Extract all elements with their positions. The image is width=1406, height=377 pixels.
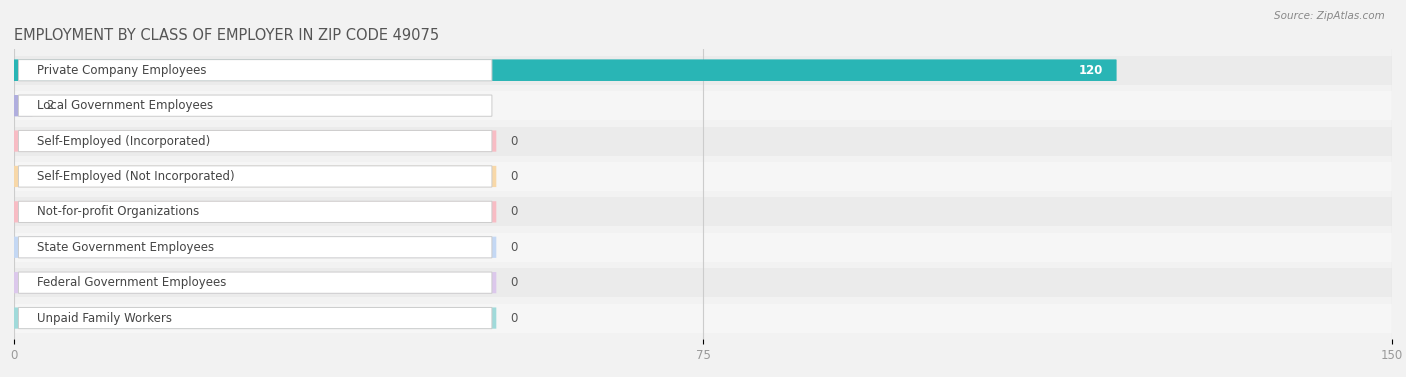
Text: Source: ZipAtlas.com: Source: ZipAtlas.com bbox=[1274, 11, 1385, 21]
Text: 0: 0 bbox=[510, 135, 517, 147]
FancyBboxPatch shape bbox=[4, 197, 1402, 226]
FancyBboxPatch shape bbox=[14, 307, 496, 329]
FancyBboxPatch shape bbox=[14, 272, 496, 293]
Text: Federal Government Employees: Federal Government Employees bbox=[37, 276, 226, 289]
FancyBboxPatch shape bbox=[14, 130, 496, 152]
FancyBboxPatch shape bbox=[18, 130, 492, 152]
Text: Not-for-profit Organizations: Not-for-profit Organizations bbox=[37, 205, 200, 218]
FancyBboxPatch shape bbox=[4, 91, 1402, 120]
FancyBboxPatch shape bbox=[18, 307, 492, 329]
Text: 2: 2 bbox=[46, 99, 53, 112]
Text: 0: 0 bbox=[510, 241, 517, 254]
FancyBboxPatch shape bbox=[14, 95, 32, 116]
Text: Unpaid Family Workers: Unpaid Family Workers bbox=[37, 311, 172, 325]
FancyBboxPatch shape bbox=[14, 95, 32, 116]
Text: Private Company Employees: Private Company Employees bbox=[37, 64, 207, 77]
Text: EMPLOYMENT BY CLASS OF EMPLOYER IN ZIP CODE 49075: EMPLOYMENT BY CLASS OF EMPLOYER IN ZIP C… bbox=[14, 28, 439, 43]
FancyBboxPatch shape bbox=[14, 166, 496, 187]
FancyBboxPatch shape bbox=[4, 303, 1402, 333]
Text: 0: 0 bbox=[510, 311, 517, 325]
FancyBboxPatch shape bbox=[18, 237, 492, 258]
FancyBboxPatch shape bbox=[4, 127, 1402, 156]
FancyBboxPatch shape bbox=[14, 201, 496, 222]
FancyBboxPatch shape bbox=[18, 201, 492, 222]
FancyBboxPatch shape bbox=[4, 162, 1402, 191]
Text: Self-Employed (Not Incorporated): Self-Employed (Not Incorporated) bbox=[37, 170, 235, 183]
FancyBboxPatch shape bbox=[14, 237, 496, 258]
FancyBboxPatch shape bbox=[14, 60, 1116, 81]
FancyBboxPatch shape bbox=[18, 60, 492, 81]
Text: 120: 120 bbox=[1078, 64, 1102, 77]
FancyBboxPatch shape bbox=[14, 60, 1116, 81]
Text: 0: 0 bbox=[510, 276, 517, 289]
Text: 0: 0 bbox=[510, 170, 517, 183]
FancyBboxPatch shape bbox=[18, 166, 492, 187]
FancyBboxPatch shape bbox=[4, 56, 1402, 85]
FancyBboxPatch shape bbox=[4, 268, 1402, 297]
FancyBboxPatch shape bbox=[18, 272, 492, 293]
Text: Local Government Employees: Local Government Employees bbox=[37, 99, 214, 112]
Text: Self-Employed (Incorporated): Self-Employed (Incorporated) bbox=[37, 135, 211, 147]
FancyBboxPatch shape bbox=[18, 95, 492, 116]
FancyBboxPatch shape bbox=[4, 233, 1402, 262]
Text: 0: 0 bbox=[510, 205, 517, 218]
Text: State Government Employees: State Government Employees bbox=[37, 241, 214, 254]
